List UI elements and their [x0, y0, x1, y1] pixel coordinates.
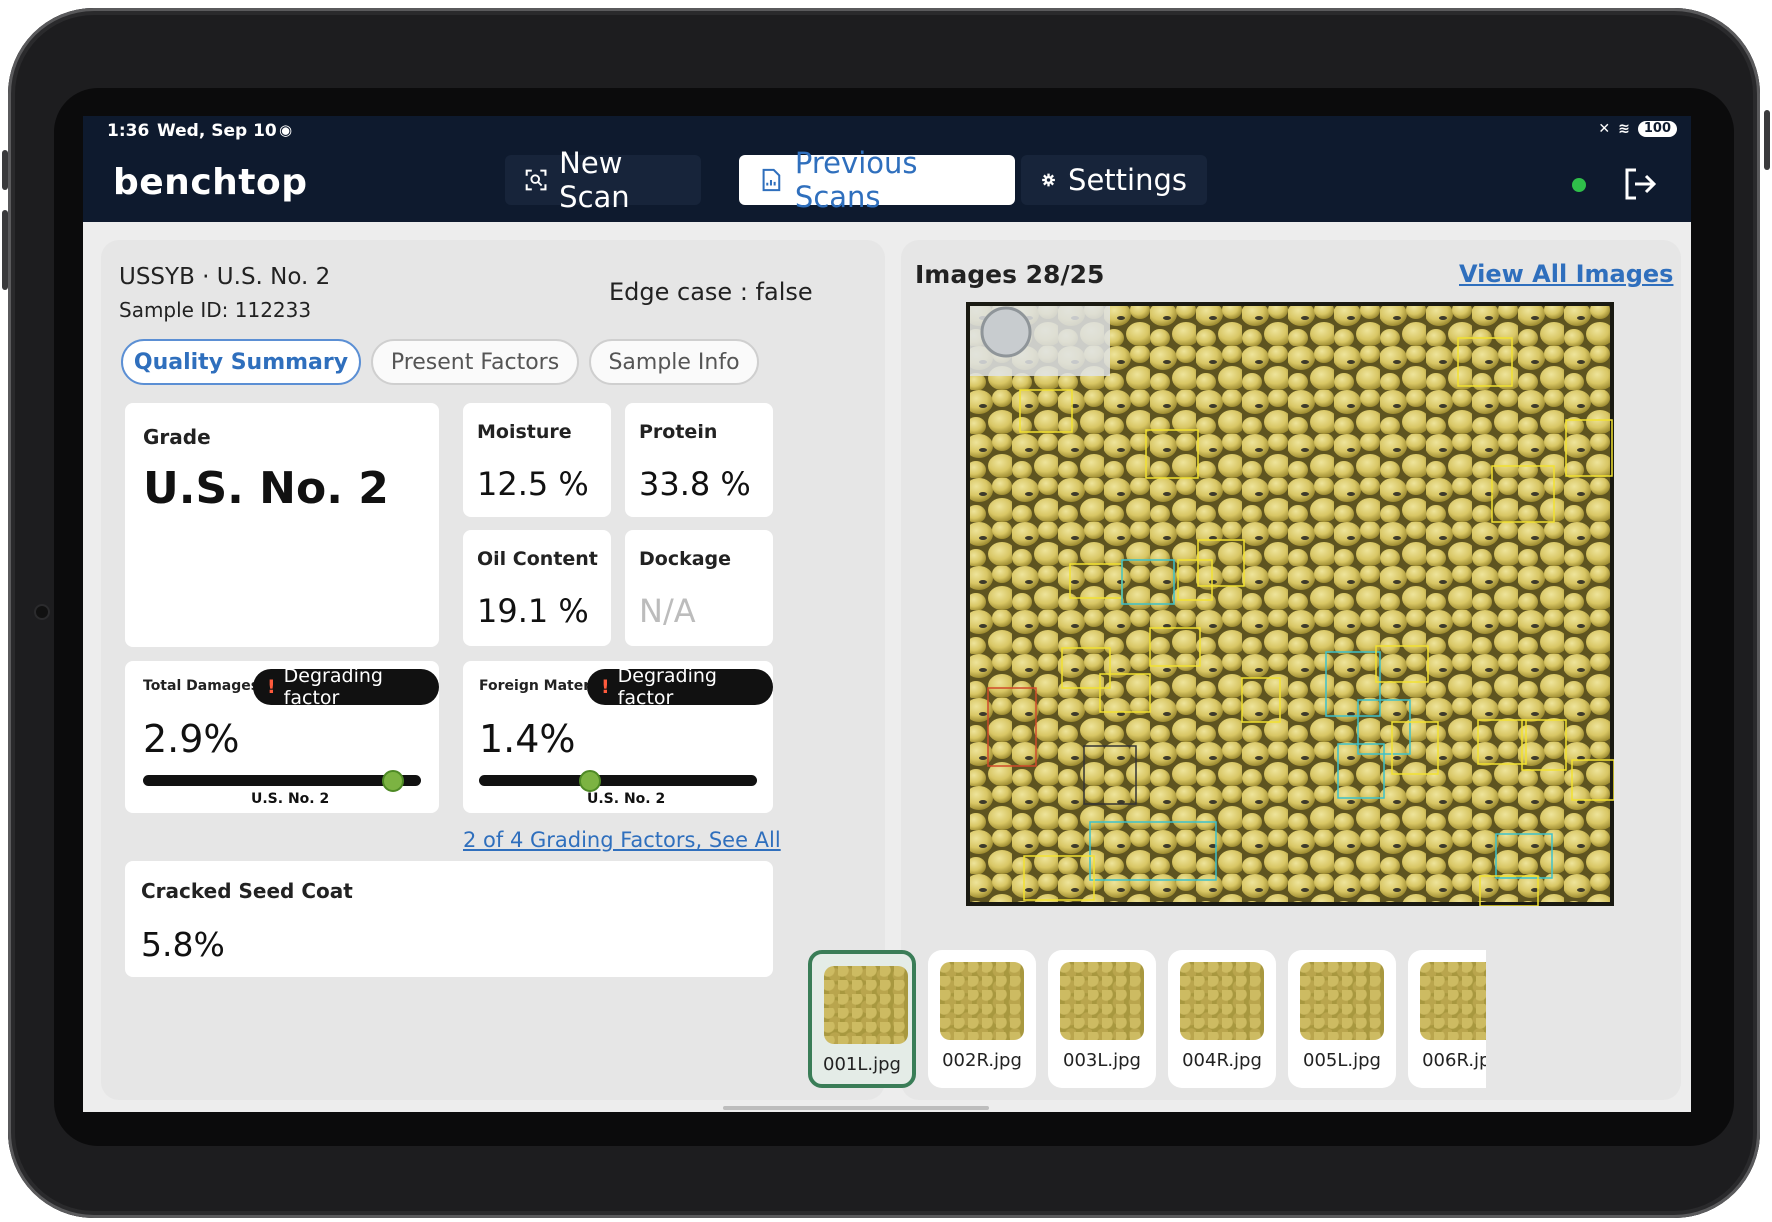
- power-button: [1764, 110, 1770, 170]
- foreign-material-value: 1.4%: [479, 717, 576, 761]
- gear-icon: [1042, 173, 1055, 187]
- moisture-card: Moisture 12.5 %: [463, 403, 611, 517]
- status-time: 1:36: [107, 121, 150, 141]
- dockage-label: Dockage: [639, 548, 732, 570]
- mute-icon: ✕: [1598, 121, 1611, 137]
- thumbnail-name: 006R.jpg: [1422, 1050, 1486, 1071]
- thumbnail-name: 001L.jpg: [823, 1054, 901, 1075]
- moisture-label: Moisture: [477, 421, 572, 443]
- grade-value: U.S. No. 2: [143, 463, 389, 514]
- thumbnail-image: [1300, 962, 1384, 1040]
- tab-previous-scans[interactable]: Previous Scans: [739, 146, 1015, 214]
- tab-settings[interactable]: Settings: [1021, 155, 1207, 205]
- grade-card: Grade U.S. No. 2: [125, 403, 439, 647]
- dockage-card: Dockage N/A: [625, 530, 773, 646]
- thumbnail-002R[interactable]: 002R.jpg: [928, 950, 1036, 1088]
- foreign-material-slider: [479, 770, 757, 792]
- thumbnail-name: 005L.jpg: [1303, 1050, 1381, 1071]
- degrading-factor-badge: ! Degrading factor: [587, 665, 773, 709]
- status-bar: 1:36 Wed, Sep 10 ◉ ✕ ≋ 100: [83, 116, 1691, 146]
- thumbnail-strip-clip: 006R.jpg: [1408, 950, 1486, 1088]
- screen-record-icon: ◉: [279, 121, 293, 139]
- thumbnail-image: [1060, 962, 1144, 1040]
- tab-new-scan[interactable]: New Scan: [505, 146, 701, 214]
- total-damages-value: 2.9%: [143, 717, 240, 761]
- oil-content-label: Oil Content: [477, 548, 598, 570]
- scale-label: U.S. No. 2: [251, 791, 330, 807]
- front-camera: [36, 606, 48, 618]
- subtab-present-factors[interactable]: Present Factors: [371, 339, 579, 385]
- foreign-material-card: Foreign Mater... ! Degrading factor 1.4%…: [463, 661, 773, 813]
- logout-icon[interactable]: [1622, 166, 1658, 202]
- badge-label: Degrading factor: [283, 665, 383, 709]
- thumbnail-image: [940, 962, 1024, 1040]
- thumbnail-image: [824, 966, 908, 1044]
- subtab-sample-info[interactable]: Sample Info: [589, 339, 759, 385]
- edge-case-label: Edge case : false: [609, 278, 813, 306]
- side-button: [2, 150, 8, 190]
- tab-previous-scans-label: Previous Scans: [794, 146, 918, 214]
- protein-value: 33.8 %: [639, 465, 751, 503]
- badge-label: Degrading factor: [617, 665, 717, 709]
- status-date: Wed, Sep 10: [157, 121, 277, 141]
- cracked-seed-coat-label: Cracked Seed Coat: [141, 879, 353, 903]
- thumbnail-001L[interactable]: 001L.jpg: [808, 950, 916, 1088]
- sample-id: Sample ID: 112233: [119, 298, 312, 322]
- protein-card: Protein 33.8 %: [625, 403, 773, 517]
- app-screen: 1:36 Wed, Sep 10 ◉ ✕ ≋ 100 benchtop New …: [83, 116, 1691, 1112]
- app-brand: benchtop: [113, 162, 308, 203]
- thumbnail-name: 002R.jpg: [942, 1050, 1022, 1071]
- images-count: Images 28/25: [915, 260, 1105, 289]
- thumbnail-006R[interactable]: 006R.jpg: [1408, 950, 1486, 1088]
- system-icons: ✕ ≋ 100: [1598, 121, 1677, 137]
- see-all-factors-link[interactable]: 2 of 4 Grading Factors, See All: [463, 828, 781, 852]
- thumbnail-004R[interactable]: 004R.jpg: [1168, 950, 1276, 1088]
- oil-content-value: 19.1 %: [477, 592, 589, 630]
- dockage-value: N/A: [639, 592, 696, 630]
- thumbnail-name: 004R.jpg: [1182, 1050, 1262, 1071]
- oil-content-card: Oil Content 19.1 %: [463, 530, 611, 646]
- thumbnail-003L[interactable]: 003L.jpg: [1048, 950, 1156, 1088]
- warning-icon: !: [267, 676, 276, 698]
- volume-button: [2, 210, 8, 290]
- thumbnail-005L[interactable]: 005L.jpg: [1288, 950, 1396, 1088]
- sample-title: USSYB · U.S. No. 2: [119, 264, 331, 290]
- wifi-icon: ≋: [1618, 121, 1630, 137]
- top-navbar: benchtop New Scan Previous Scans: [83, 146, 1691, 222]
- total-damages-slider: [143, 770, 421, 792]
- battery-icon: 100: [1637, 121, 1677, 137]
- total-damages-card: Total Damages ! Degrading factor 2.9% U.…: [125, 661, 439, 813]
- slider-thumb: [579, 770, 602, 792]
- protein-label: Protein: [639, 421, 718, 443]
- subtab-quality-summary[interactable]: Quality Summary: [121, 339, 361, 385]
- connection-status-dot: [1572, 178, 1586, 192]
- tab-new-scan-label: New Scan: [559, 146, 630, 214]
- document-icon: [762, 168, 781, 192]
- thumbnail-name: 003L.jpg: [1063, 1050, 1141, 1071]
- degrading-factor-badge: ! Degrading factor: [253, 665, 439, 709]
- total-damages-label: Total Damages: [143, 678, 260, 694]
- thumbnail-image: [1420, 962, 1486, 1040]
- scale-label: U.S. No. 2: [587, 791, 666, 807]
- home-indicator: [723, 1106, 989, 1110]
- foreign-material-label: Foreign Mater...: [479, 678, 605, 694]
- slider-thumb: [382, 770, 405, 792]
- cracked-seed-coat-card: Cracked Seed Coat 5.8%: [125, 861, 773, 977]
- main-scan-image[interactable]: [966, 302, 1614, 906]
- cracked-seed-coat-value: 5.8%: [141, 925, 225, 964]
- moisture-value: 12.5 %: [477, 465, 589, 503]
- view-all-images-link[interactable]: View All Images: [1459, 260, 1674, 288]
- grade-label: Grade: [143, 425, 211, 449]
- warning-icon: !: [601, 676, 610, 698]
- thumbnail-image: [1180, 962, 1264, 1040]
- tab-settings-label: Settings: [1068, 163, 1187, 197]
- scan-icon: [525, 169, 547, 191]
